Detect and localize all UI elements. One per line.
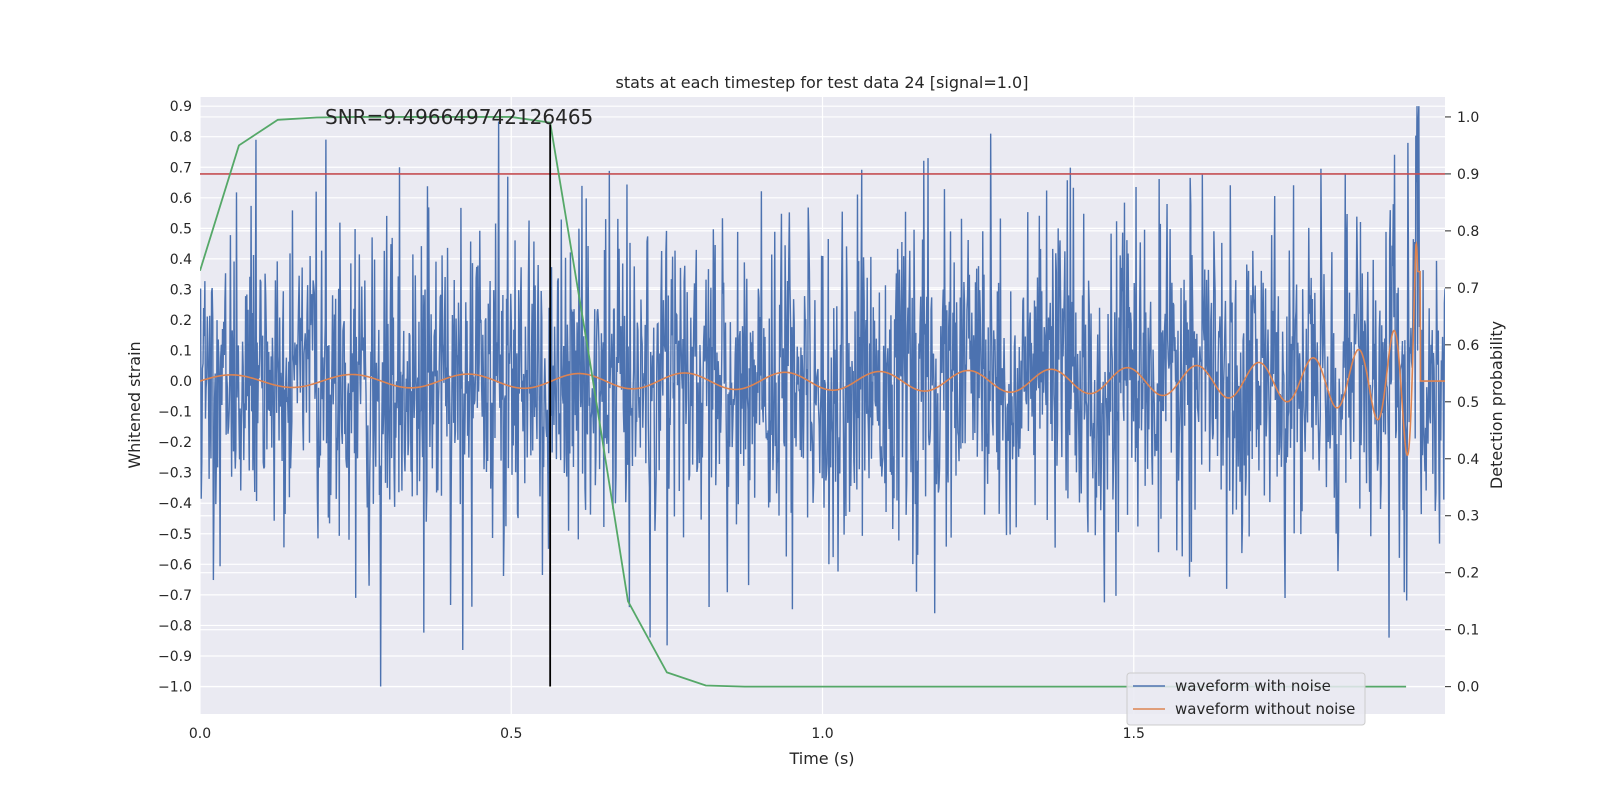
y-tick-label: 0.6 xyxy=(170,191,192,207)
y-tick-label: 0.4 xyxy=(170,252,192,268)
y-tick-label: −0.1 xyxy=(158,405,192,421)
y-tick-label: 0.7 xyxy=(170,160,192,176)
y-tick-label: −0.6 xyxy=(158,557,192,573)
y-tick-label: 0.0 xyxy=(170,374,192,390)
x-tick-label: 0.5 xyxy=(500,726,522,742)
x-tick-label: 1.0 xyxy=(811,726,833,742)
y-tick-label: −0.8 xyxy=(158,618,192,634)
right-tick-label: 0.7 xyxy=(1457,281,1479,297)
legend-box xyxy=(1126,672,1366,726)
series-noisy-waveform xyxy=(200,106,1445,687)
chart-title: stats at each timestep for test data 24 … xyxy=(616,73,1029,92)
right-tick-label: 0.1 xyxy=(1457,623,1479,639)
right-tick-label: 0.9 xyxy=(1457,167,1479,183)
y-tick-label: 0.3 xyxy=(170,282,192,298)
series-clean-waveform xyxy=(200,240,1445,457)
right-tick-label: 1.0 xyxy=(1457,110,1479,126)
x-axis-ticks: 0.0 0.5 1.0 1.5 xyxy=(189,726,1145,742)
right-tick-label: 0.6 xyxy=(1457,338,1479,354)
legend-label-noise: waveform with noise xyxy=(1175,677,1331,695)
x-tick-label: 1.5 xyxy=(1123,726,1145,742)
y-tick-label: −0.7 xyxy=(158,588,192,604)
legend: waveform with noise waveform without noi… xyxy=(1126,672,1366,726)
x-tick-label: 0.0 xyxy=(189,726,211,742)
snr-annotation: SNR=9.496649742126465 xyxy=(325,105,593,129)
y-tick-label: −1.0 xyxy=(158,680,192,696)
right-axis-ticks: 0.0 0.1 0.2 0.3 0.4 0.5 0.6 0.7 0.8 0.9 1.0 xyxy=(1445,110,1479,696)
y-tick-label: 0.8 xyxy=(170,130,192,146)
y-tick-label: 0.2 xyxy=(170,313,192,329)
right-tick-label: 0.3 xyxy=(1457,509,1479,525)
right-tick-label: 0.0 xyxy=(1457,680,1479,696)
y-tick-label: −0.5 xyxy=(158,527,192,543)
x-axis-label: Time (s) xyxy=(788,749,854,768)
right-tick-label: 0.5 xyxy=(1457,395,1479,411)
right-tick-label: 0.4 xyxy=(1457,452,1479,468)
y-axis-label: Whitened strain xyxy=(125,341,144,468)
y-tick-label: 0.5 xyxy=(170,221,192,237)
y-axis-ticks: −1.0 −0.9 −0.8 −0.7 −0.6 −0.5 −0.4 −0.3 −0.2 −0.1… xyxy=(158,99,192,695)
y-tick-label: −0.4 xyxy=(158,496,192,512)
right-axis-label: Detection probability xyxy=(1487,321,1506,489)
right-tick-label: 0.2 xyxy=(1457,566,1479,582)
y-tick-label: 0.1 xyxy=(170,344,192,360)
right-tick-label: 0.8 xyxy=(1457,224,1479,240)
y-tick-label: 0.9 xyxy=(170,99,192,115)
series-layer xyxy=(200,106,1445,688)
legend-label-clean: waveform without noise xyxy=(1175,700,1355,718)
y-tick-label: −0.2 xyxy=(158,435,192,451)
y-tick-label: −0.9 xyxy=(158,649,192,665)
y-tick-label: −0.3 xyxy=(158,466,192,482)
